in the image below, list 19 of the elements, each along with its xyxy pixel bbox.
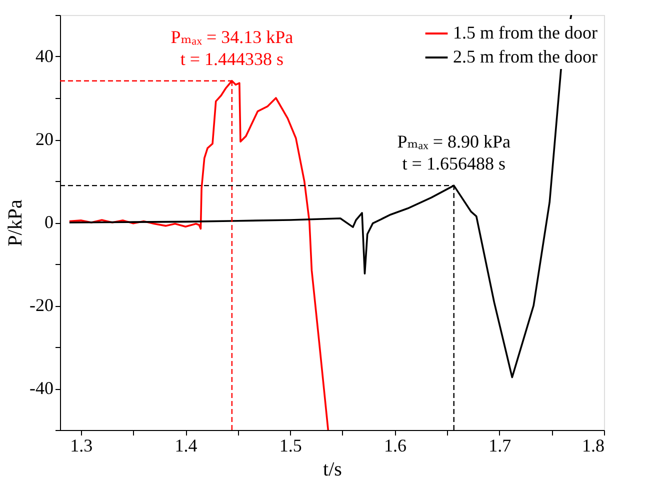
x-tick-label: 1.4 bbox=[174, 436, 198, 456]
y-tick-label: 0 bbox=[44, 212, 54, 232]
y-tick-label: -20 bbox=[30, 295, 54, 315]
x-axis-title: t/s bbox=[323, 458, 342, 480]
y-tick-label: -40 bbox=[30, 378, 54, 398]
x-tick-label: 1.6 bbox=[384, 436, 407, 456]
x-tick-label: 1.3 bbox=[70, 436, 93, 456]
annotation: t = 1.656488 s bbox=[402, 154, 506, 174]
y-axis-title: P/kPa bbox=[4, 200, 27, 246]
legend-label: 2.5 m from the door bbox=[453, 46, 598, 66]
x-tick-label: 1.8 bbox=[582, 436, 604, 456]
annotation: t = 1.444338 s bbox=[180, 48, 284, 69]
y-tick-label: 20 bbox=[36, 129, 54, 149]
annotation: Pₘₐₓ = 34.13 kPa bbox=[170, 26, 294, 47]
legend-label: 1.5 m from the door bbox=[453, 22, 598, 42]
annotation: Pₘₐₓ = 8.90 kPa bbox=[397, 132, 511, 152]
x-tick-label: 1.5 bbox=[279, 436, 302, 456]
x-tick-label: 1.7 bbox=[488, 436, 512, 456]
y-tick-label: 40 bbox=[36, 46, 54, 66]
